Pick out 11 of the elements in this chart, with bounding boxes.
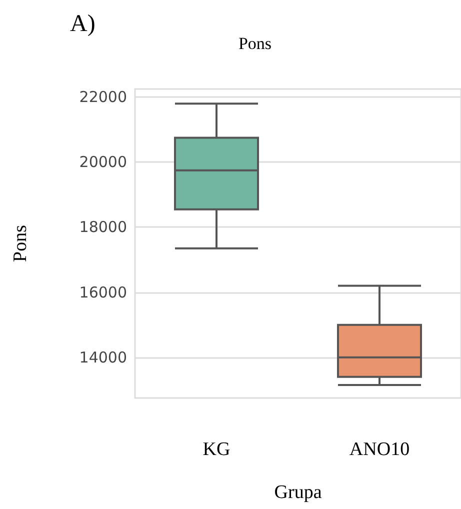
y-tick-label: 22000 bbox=[79, 88, 127, 106]
y-axis-title: Pons bbox=[10, 225, 31, 262]
y-tick-label: 18000 bbox=[79, 218, 127, 236]
x-tick-label: KG bbox=[202, 439, 230, 460]
y-tick-label: 20000 bbox=[79, 153, 127, 172]
text: A) bbox=[70, 11, 96, 37]
x-axis-title: Grupa bbox=[274, 482, 322, 503]
chart-title: Pons bbox=[238, 34, 272, 53]
x-tick-label: ANO10 bbox=[349, 439, 410, 460]
y-tick-label: 14000 bbox=[79, 348, 127, 366]
y-tick-label: 16000 bbox=[79, 283, 127, 302]
